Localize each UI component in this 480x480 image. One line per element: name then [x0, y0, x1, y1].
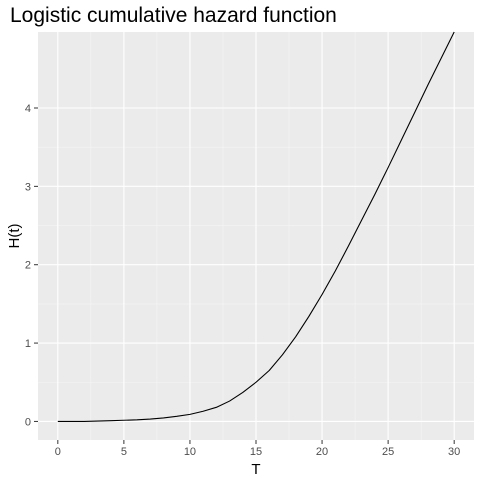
x-tick-label: 15: [250, 446, 262, 458]
x-tick-label: 25: [382, 446, 394, 458]
x-tick-label: 20: [316, 446, 328, 458]
x-tick-label: 0: [55, 446, 61, 458]
series-layer: [57, 31, 455, 422]
y-axis: 0 1 2 3 4: [25, 103, 38, 428]
y-tick-label: 2: [25, 260, 31, 272]
x-axis-title: T: [251, 461, 260, 478]
x-tick-label: 5: [121, 446, 127, 458]
y-axis-title: H(t): [6, 224, 23, 249]
major-grid: [38, 32, 474, 440]
y-tick-label: 1: [25, 338, 31, 350]
x-tick-label: 30: [448, 446, 460, 458]
y-tick-label: 3: [25, 181, 31, 193]
x-axis: 0 5 10 15 20 25 30: [55, 440, 460, 458]
hazard-curve-line: [57, 31, 455, 422]
y-tick-label: 4: [25, 103, 31, 115]
chart-title: Logistic cumulative hazard function: [10, 4, 337, 27]
y-tick-label: 0: [25, 416, 31, 428]
x-tick-label: 10: [184, 446, 196, 458]
